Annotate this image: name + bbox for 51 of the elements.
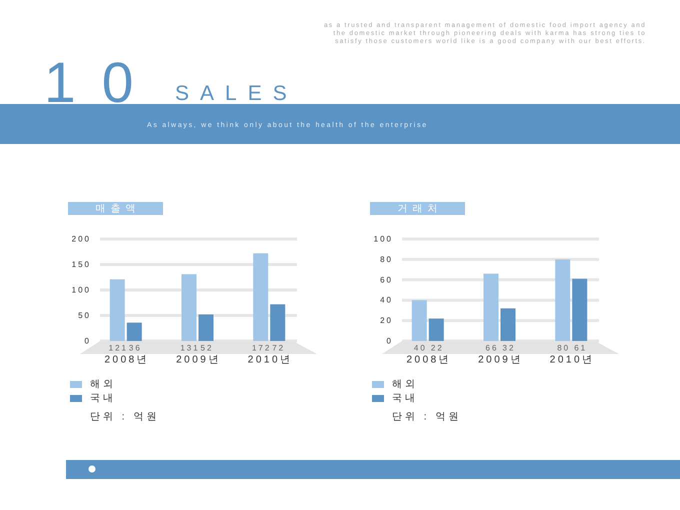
data-label: 40 xyxy=(414,344,427,352)
legend-label: 해외 xyxy=(90,379,116,390)
bar xyxy=(555,259,570,341)
data-label: 172 xyxy=(252,344,272,352)
bar xyxy=(253,253,268,341)
y-tick-label: 50 xyxy=(78,311,91,320)
y-tick-label: 200 xyxy=(72,234,91,244)
data-label: 22 xyxy=(430,344,444,352)
bar xyxy=(484,274,498,341)
x-tick-label: 2009년 xyxy=(478,354,523,366)
data-label: 80 xyxy=(557,344,570,352)
text: 단위 : 억원 xyxy=(392,412,462,422)
text: 단위 : 억원 xyxy=(90,412,160,422)
data-label: 121 xyxy=(108,344,128,352)
x-tick-label: 2008년 xyxy=(104,354,150,366)
bar xyxy=(126,322,142,341)
y-tick-label: 100 xyxy=(374,234,393,244)
bar xyxy=(110,279,125,341)
bar xyxy=(182,274,196,341)
bar xyxy=(412,300,427,341)
x-tick-label: 2010년 xyxy=(248,354,293,366)
y-tick-label: 100 xyxy=(72,286,91,294)
x-tick-label: 2010년 xyxy=(550,354,595,366)
legend-label: 국내 xyxy=(90,393,116,404)
bar xyxy=(428,318,444,341)
data-label: 66 xyxy=(486,344,498,352)
chart-title: 거래처 xyxy=(398,204,442,214)
data-label: 52 xyxy=(200,344,214,352)
data-label: 32 xyxy=(502,344,516,352)
y-tick-label: 0 xyxy=(84,336,91,346)
y-tick-label: 20 xyxy=(380,316,393,326)
text: 10 xyxy=(44,51,160,115)
chart-title: 매출액 xyxy=(96,204,140,214)
bar xyxy=(198,314,214,341)
y-tick-label: 0 xyxy=(386,336,393,346)
legend-label: 국내 xyxy=(392,393,418,404)
legend-label: 해외 xyxy=(392,379,418,390)
data-label: 61 xyxy=(574,344,588,352)
data-label: 131 xyxy=(180,344,200,352)
y-tick-label: 40 xyxy=(380,296,393,305)
bar xyxy=(572,278,588,341)
bar xyxy=(270,304,286,341)
text: SALES xyxy=(175,82,298,105)
y-tick-label: 60 xyxy=(380,275,393,284)
x-tick-label: 2009년 xyxy=(176,354,221,366)
y-tick-label: 80 xyxy=(380,254,393,264)
x-tick-label: 2008년 xyxy=(406,354,452,366)
data-label: 36 xyxy=(128,344,142,352)
y-tick-label: 150 xyxy=(72,260,91,269)
bar xyxy=(500,308,516,341)
data-label: 72 xyxy=(272,344,286,352)
